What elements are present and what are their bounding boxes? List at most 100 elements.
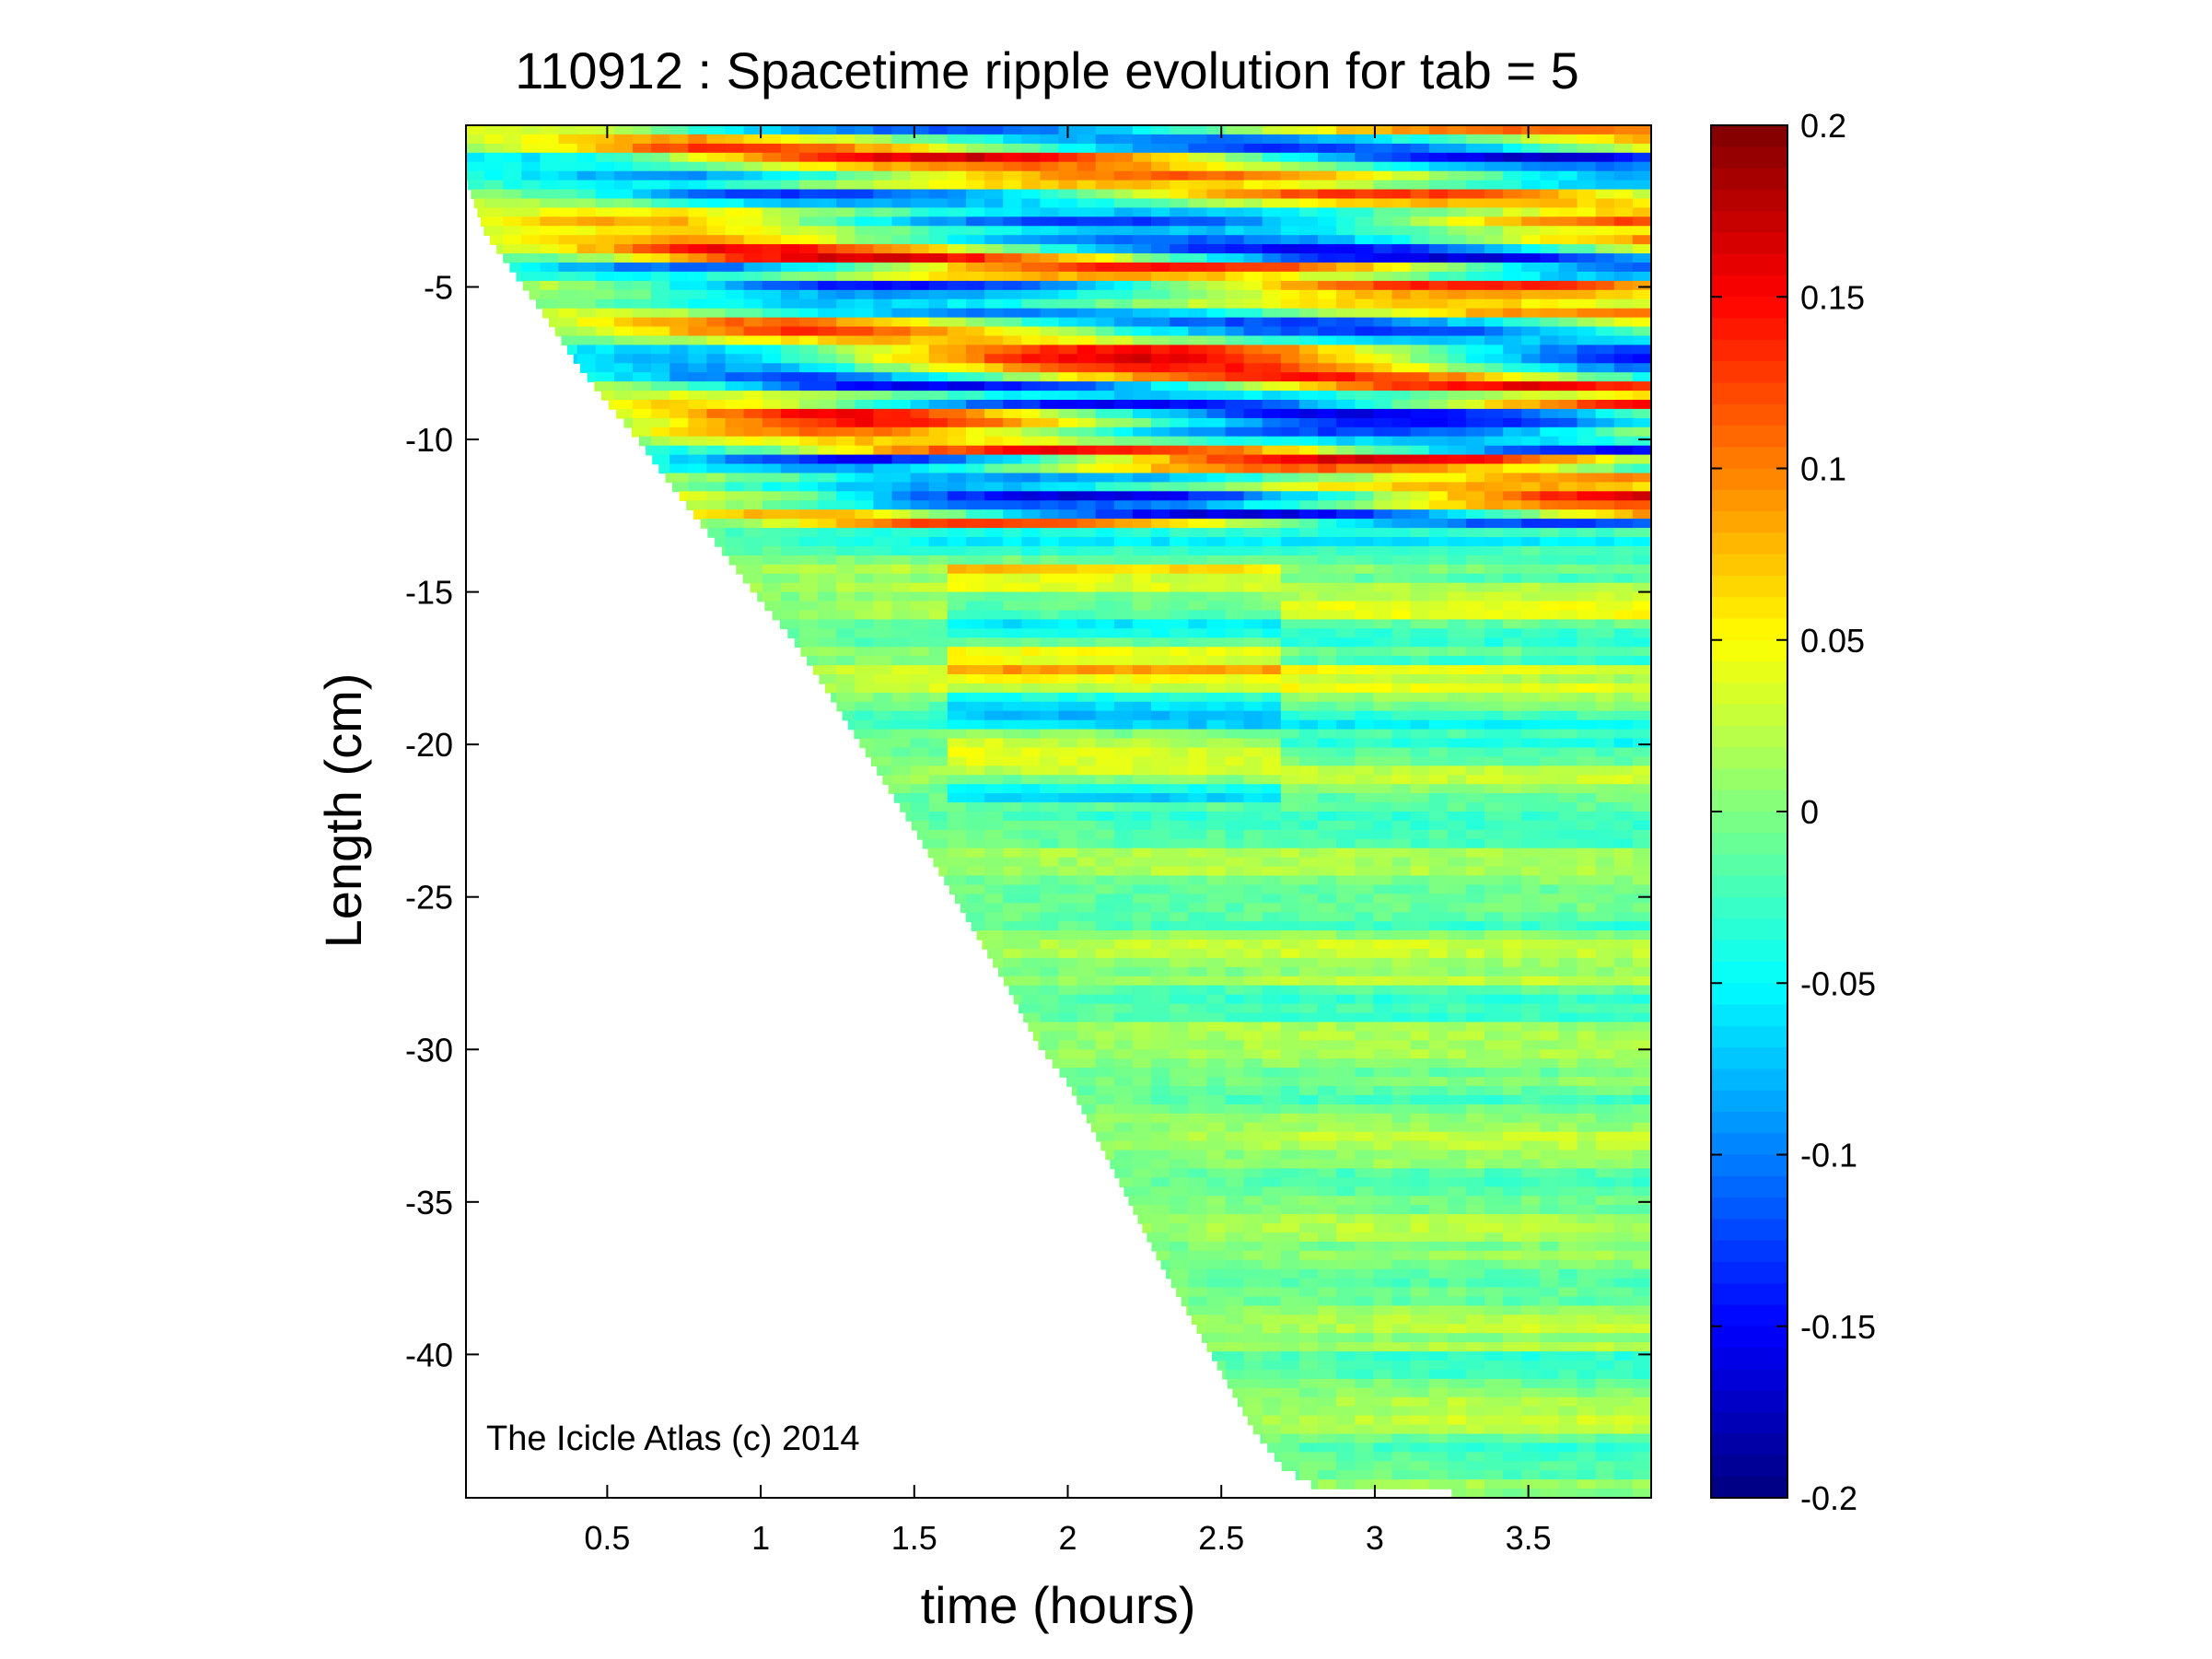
heatmap-cell bbox=[1318, 473, 1337, 484]
heatmap-cell bbox=[1558, 189, 1578, 200]
heatmap-cell bbox=[1113, 647, 1134, 657]
heatmap-cell bbox=[1521, 894, 1542, 905]
heatmap-cell bbox=[1447, 656, 1467, 666]
heatmap-cell bbox=[1577, 170, 1597, 181]
heatmap-cell bbox=[1447, 765, 1467, 776]
heatmap-cell bbox=[855, 491, 875, 501]
heatmap-cell bbox=[558, 189, 578, 200]
heatmap-cell bbox=[725, 280, 745, 291]
heatmap-cell bbox=[780, 391, 800, 401]
heatmap-cell bbox=[1355, 161, 1375, 172]
heatmap-cell bbox=[558, 289, 578, 300]
heatmap-cell bbox=[1558, 802, 1578, 812]
heatmap-cell bbox=[799, 391, 819, 401]
heatmap-cell bbox=[1095, 189, 1115, 200]
heatmap-cell bbox=[1298, 738, 1319, 749]
heatmap-cell bbox=[1170, 930, 1190, 940]
heatmap-cell bbox=[1391, 354, 1412, 364]
heatmap-cell bbox=[873, 528, 893, 538]
heatmap-cell bbox=[824, 683, 837, 694]
heatmap-cell bbox=[1280, 454, 1300, 465]
heatmap-cell bbox=[706, 463, 727, 474]
heatmap-cell bbox=[1243, 134, 1263, 145]
heatmap-cell bbox=[1170, 335, 1190, 346]
heatmap-cell bbox=[1428, 1040, 1449, 1050]
heatmap-cell bbox=[947, 738, 967, 749]
heatmap-cell bbox=[928, 207, 949, 218]
heatmap-cell bbox=[891, 519, 912, 529]
heatmap-cell bbox=[1465, 335, 1485, 346]
heatmap-cell bbox=[1225, 949, 1245, 959]
heatmap-cell bbox=[1003, 509, 1023, 520]
heatmap-cell bbox=[891, 372, 912, 382]
heatmap-cell bbox=[1243, 829, 1263, 840]
heatmap-cell bbox=[1577, 775, 1597, 785]
heatmap-cell bbox=[1484, 263, 1504, 273]
heatmap-cell bbox=[1503, 1003, 1522, 1014]
heatmap-cell bbox=[1188, 345, 1208, 356]
heatmap-cell bbox=[1465, 610, 1485, 621]
heatmap-cell bbox=[1188, 747, 1208, 758]
heatmap-cell bbox=[1132, 601, 1152, 612]
heatmap-cell bbox=[725, 134, 745, 145]
heatmap-cell bbox=[1558, 509, 1578, 520]
heatmap-cell bbox=[1391, 363, 1412, 373]
heatmap-cell bbox=[762, 500, 782, 510]
heatmap-cell bbox=[891, 170, 912, 181]
heatmap-cell bbox=[1465, 820, 1485, 831]
heatmap-cell bbox=[725, 491, 745, 501]
heatmap-cell bbox=[1355, 473, 1375, 484]
heatmap-cell bbox=[1613, 235, 1634, 245]
heatmap-cell bbox=[984, 463, 1004, 474]
heatmap-cell bbox=[1484, 473, 1504, 484]
heatmap-cell bbox=[1484, 161, 1504, 172]
heatmap-cell bbox=[855, 683, 875, 694]
heatmap-cell bbox=[1003, 573, 1023, 584]
heatmap-cell bbox=[928, 289, 949, 300]
heatmap-cell bbox=[1595, 235, 1615, 245]
heatmap-cell bbox=[1595, 628, 1615, 638]
heatmap-cell bbox=[1132, 976, 1152, 987]
heatmap-cell bbox=[540, 280, 560, 291]
heatmap-cell bbox=[1465, 363, 1485, 373]
heatmap-cell bbox=[1373, 1003, 1393, 1014]
heatmap-cell bbox=[1318, 298, 1337, 310]
heatmap-cell bbox=[1188, 436, 1208, 447]
heatmap-cell bbox=[1577, 994, 1597, 1005]
heatmap-cell bbox=[1595, 207, 1615, 218]
heatmap-cell bbox=[1151, 436, 1170, 447]
heatmap-cell bbox=[1280, 235, 1300, 245]
heatmap-cell bbox=[928, 756, 949, 767]
heatmap-cell bbox=[633, 308, 652, 319]
heatmap-cell bbox=[1613, 875, 1634, 886]
heatmap-cell bbox=[595, 381, 615, 391]
heatmap-cell bbox=[1151, 582, 1170, 593]
heatmap-cell bbox=[1465, 966, 1485, 977]
heatmap-cell bbox=[1170, 665, 1190, 675]
heatmap-cell bbox=[1243, 912, 1263, 922]
heatmap-cell bbox=[1151, 226, 1170, 236]
heatmap-cell bbox=[928, 838, 949, 849]
heatmap-cell bbox=[836, 317, 856, 328]
heatmap-cell bbox=[576, 271, 597, 282]
heatmap-cell bbox=[1021, 838, 1042, 849]
heatmap-cell bbox=[1373, 601, 1393, 612]
heatmap-cell bbox=[651, 161, 670, 172]
heatmap-cell bbox=[1595, 298, 1615, 310]
heatmap-cell bbox=[762, 235, 782, 245]
heatmap-cell bbox=[1170, 647, 1190, 657]
heatmap-cell bbox=[1262, 976, 1282, 987]
heatmap-cell bbox=[1170, 1040, 1190, 1050]
heatmap-cell bbox=[1336, 161, 1356, 172]
heatmap-cell bbox=[466, 170, 485, 181]
heatmap-cell bbox=[1484, 482, 1504, 493]
heatmap-cell bbox=[1447, 134, 1467, 145]
heatmap-cell bbox=[688, 354, 708, 364]
heatmap-cell bbox=[1503, 857, 1522, 868]
heatmap-cell bbox=[1003, 289, 1023, 300]
heatmap-cell bbox=[1632, 400, 1651, 410]
heatmap-cell bbox=[1503, 610, 1522, 621]
heatmap-cell bbox=[1540, 244, 1560, 254]
heatmap-cell bbox=[1003, 591, 1023, 602]
heatmap-cell bbox=[1521, 957, 1542, 968]
